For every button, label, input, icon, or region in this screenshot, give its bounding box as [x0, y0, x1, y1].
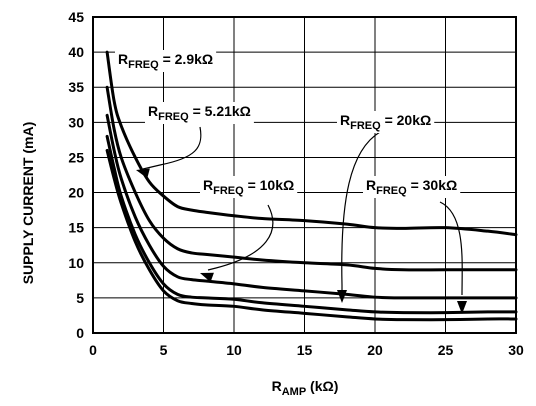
series-line-2 — [105, 113, 518, 300]
y-tick-label: 15 — [68, 220, 84, 236]
leader-arrowhead-2 — [337, 290, 347, 303]
leader-line-3 — [439, 201, 463, 296]
y-tick-label: 10 — [68, 255, 84, 271]
leader-line-1 — [207, 204, 274, 271]
series-label-subscript: FREQ — [213, 185, 244, 197]
series-label-2: RFREQ = 10kΩ — [203, 177, 294, 197]
series-label-subscript: FREQ — [376, 185, 407, 197]
series-label-background — [145, 102, 254, 124]
series-label-value: = 2.9kΩ — [159, 51, 213, 67]
series-label-value: = 5.21kΩ — [189, 103, 251, 119]
leader-line-2 — [341, 131, 381, 293]
y-axis-title: SUPPLY CURRENT (mA) — [20, 122, 36, 285]
series-label-background — [363, 176, 461, 198]
leader-arrowhead-0 — [136, 168, 150, 179]
x-axis-title-subscript: AMP — [282, 386, 306, 398]
series-label-4: RFREQ = 30kΩ — [366, 177, 457, 197]
series-label-background — [115, 50, 217, 72]
x-tick-label: 20 — [367, 342, 383, 358]
series-line-0 — [105, 50, 518, 237]
series-label-0: RFREQ = 2.9kΩ — [118, 51, 213, 71]
x-axis-title: RAMP (kΩ) — [272, 378, 339, 398]
series-label-main: R — [366, 177, 376, 193]
y-tick-label: 35 — [68, 79, 84, 95]
annotation-leaders — [136, 126, 467, 314]
series-label-subscript: FREQ — [128, 59, 159, 71]
series-line-3 — [105, 134, 518, 315]
y-tick-label: 40 — [68, 44, 84, 60]
series-label-main: R — [203, 177, 213, 193]
leader-arrowhead-1 — [200, 272, 214, 283]
series-lines — [105, 50, 518, 322]
series-label-value: = 30kΩ — [407, 177, 458, 193]
series-label-value: = 10kΩ — [244, 177, 295, 193]
tick-labels: 0 5 10 15 20 25 30 0 5 10 15 20 25 30 35 40 45 — [68, 9, 524, 358]
x-tick-label: 30 — [508, 342, 524, 358]
series-label-main: R — [148, 103, 158, 119]
x-axis-title-unit: (kΩ) — [306, 378, 338, 394]
series-label-subscript: FREQ — [158, 111, 189, 123]
y-tick-label: 45 — [68, 9, 84, 25]
series-label-background — [200, 176, 298, 198]
x-tick-label: 0 — [89, 342, 97, 358]
x-tick-label: 15 — [297, 342, 313, 358]
x-axis-title-main: R — [272, 378, 282, 394]
series-label-value: = 20kΩ — [381, 112, 432, 128]
leader-arrowhead-3 — [457, 301, 467, 314]
x-tick-label: 10 — [226, 342, 242, 358]
series-label-1: RFREQ = 5.21kΩ — [148, 103, 251, 123]
y-tick-label: 30 — [68, 114, 84, 130]
series-line-4 — [105, 148, 518, 322]
series-line-1 — [105, 85, 518, 272]
y-tick-label: 25 — [68, 149, 84, 165]
series-label-main: R — [118, 51, 128, 67]
series-label-subscript: FREQ — [350, 120, 381, 132]
x-tick-label: 25 — [438, 342, 454, 358]
y-tick-label: 20 — [68, 185, 84, 201]
y-tick-label: 0 — [76, 325, 84, 341]
y-tick-label: 5 — [76, 290, 84, 306]
x-tick-label: 5 — [160, 342, 168, 358]
plot-frame — [92, 16, 517, 334]
series-label-background — [337, 111, 435, 133]
series-label-main: R — [340, 112, 350, 128]
series-label-3: RFREQ = 20kΩ — [340, 112, 431, 132]
leader-line-0 — [142, 126, 202, 170]
